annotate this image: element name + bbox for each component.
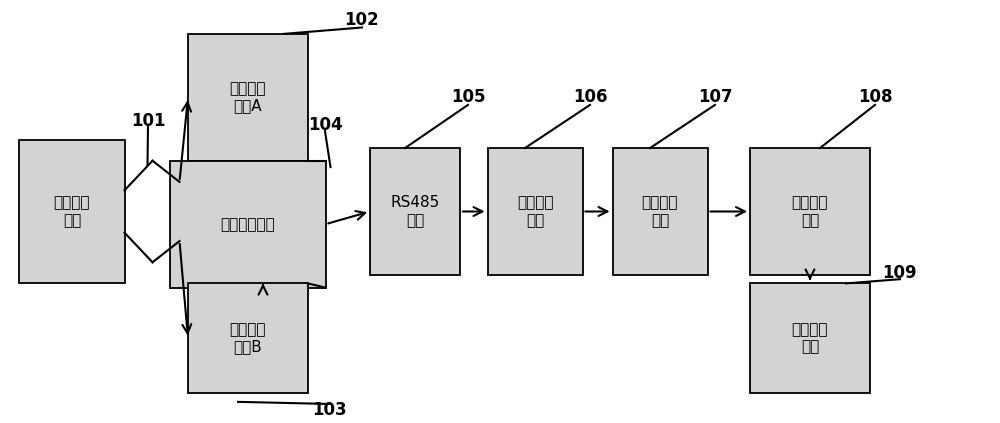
Text: 106: 106 [573,88,607,106]
Bar [488,148,582,275]
Text: 车载广播
单元: 车载广播 单元 [54,195,90,228]
Bar [612,148,708,275]
Text: 104: 104 [308,116,342,134]
Text: 108: 108 [858,88,892,106]
Text: 102: 102 [345,11,379,29]
Bar [750,283,870,393]
Bar [170,161,326,288]
Text: 101: 101 [131,112,165,129]
Bar [750,148,870,275]
Bar [188,283,308,393]
Text: 信标接收
装置B: 信标接收 装置B [230,322,266,354]
Text: 远程监控
系统: 远程监控 系统 [792,195,828,228]
Text: 无线传输
模块: 无线传输 模块 [642,195,678,228]
Text: 109: 109 [883,264,917,282]
Bar [19,140,125,283]
Text: 107: 107 [698,88,732,106]
Text: 同步标定模块: 同步标定模块 [221,217,275,232]
Text: 数据处理
模块: 数据处理 模块 [517,195,553,228]
Text: RS485
总线: RS485 总线 [390,195,440,228]
Text: 105: 105 [451,88,485,106]
Text: 103: 103 [313,401,347,419]
Text: 数据存储
模块: 数据存储 模块 [792,322,828,354]
Text: 信标接收
装置A: 信标接收 装置A [230,81,266,113]
Bar [370,148,460,275]
Bar [188,34,308,161]
